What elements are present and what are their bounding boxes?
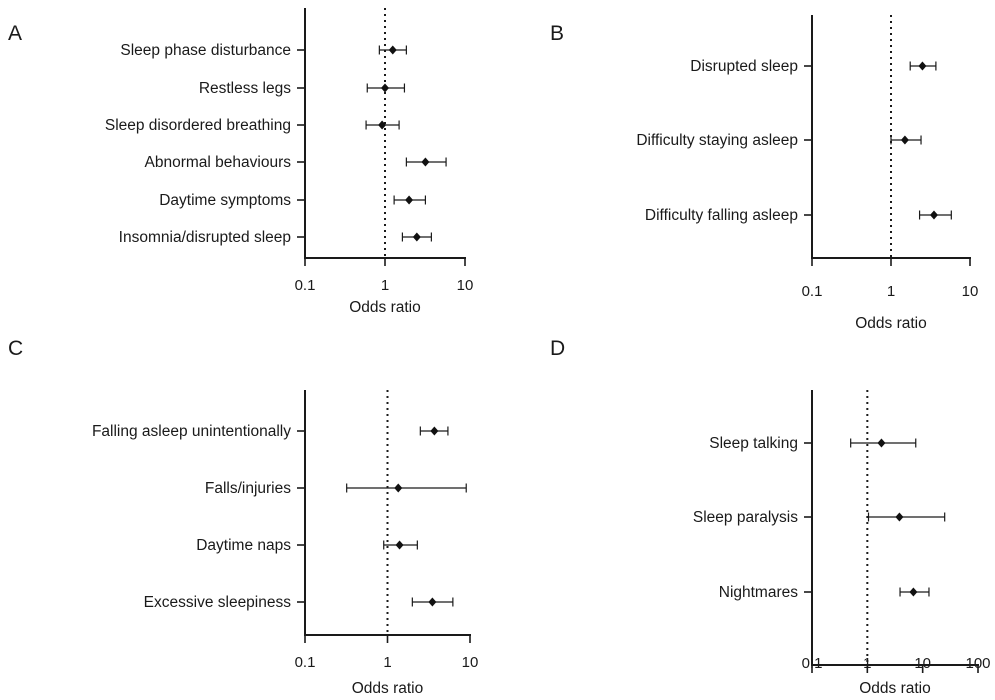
panel-letter: A	[8, 22, 22, 45]
y-category-label: Sleep paralysis	[693, 509, 798, 526]
odds-ratio-point	[929, 210, 938, 220]
odds-ratio-point	[428, 597, 437, 607]
x-tick-label: 10	[914, 655, 931, 672]
odds-ratio-point	[900, 135, 909, 145]
x-tick-label: 1	[381, 277, 389, 294]
odds-ratio-point	[918, 61, 927, 71]
odds-ratio-point	[877, 438, 886, 448]
x-axis-title: Odds ratio	[855, 315, 927, 332]
x-tick-label: 0.1	[802, 283, 823, 300]
x-axis-title: Odds ratio	[859, 680, 931, 697]
odds-ratio-point	[430, 426, 439, 436]
x-tick-label: 1	[887, 283, 895, 300]
odds-ratio-point	[388, 45, 397, 55]
x-tick-label: 0.1	[295, 654, 316, 671]
y-category-label: Falls/injuries	[205, 480, 291, 497]
odds-ratio-point	[412, 232, 421, 242]
y-category-label: Nightmares	[719, 584, 798, 601]
odds-ratio-point	[381, 83, 389, 93]
x-tick-label: 1	[383, 654, 391, 671]
odds-ratio-point	[378, 120, 387, 130]
x-tick-label: 10	[462, 654, 479, 671]
panel-c: C 0.1 1 10 Odds ratio Falling asleep unintent…	[8, 337, 478, 697]
y-category-label: Daytime symptoms	[159, 192, 291, 209]
panel-letter: B	[550, 22, 564, 45]
y-category-label: Sleep disordered breathing	[105, 117, 291, 134]
panel-letter: D	[550, 337, 565, 360]
x-tick-label: 100	[965, 655, 990, 672]
x-tick-label: 0.1	[802, 655, 823, 672]
y-category-label: Difficulty falling asleep	[645, 207, 798, 224]
x-tick-label: 10	[457, 277, 474, 294]
x-tick-label: 10	[962, 283, 979, 300]
y-category-label: Falling asleep unintentionally	[92, 423, 291, 440]
odds-ratio-point	[405, 195, 414, 205]
y-category-label: Disrupted sleep	[690, 58, 798, 75]
y-category-label: Difficulty staying asleep	[636, 132, 798, 149]
panel-letter: C	[8, 337, 23, 360]
y-category-label: Restless legs	[199, 80, 291, 97]
y-category-label: Sleep phase disturbance	[120, 42, 291, 59]
panel-d: D 0.1 1 10 100 Odds ratio Sleep talking Sleep p…	[550, 337, 991, 697]
y-category-label: Insomnia/disrupted sleep	[119, 229, 291, 246]
x-axis-title: Odds ratio	[349, 299, 421, 316]
odds-ratio-point	[909, 587, 918, 597]
x-tick-label: 0.1	[295, 277, 316, 294]
y-category-label: Daytime naps	[196, 537, 291, 554]
panel-b: B 0.1 1 10 Odds ratio Disrupted sleep Difficul…	[550, 15, 978, 332]
panel-a: A 0.1 1 10 Odds ratio Sleep phase disturbance…	[8, 8, 473, 316]
odds-ratio-point	[421, 157, 430, 167]
y-category-label: Sleep talking	[709, 435, 798, 452]
odds-ratio-point	[895, 512, 904, 522]
odds-ratio-point	[395, 540, 404, 550]
x-tick-label: 1	[863, 655, 871, 672]
y-category-label: Excessive sleepiness	[144, 594, 292, 611]
odds-ratio-point	[394, 483, 403, 493]
x-axis-title: Odds ratio	[352, 680, 424, 697]
y-category-label: Abnormal behaviours	[145, 154, 292, 171]
